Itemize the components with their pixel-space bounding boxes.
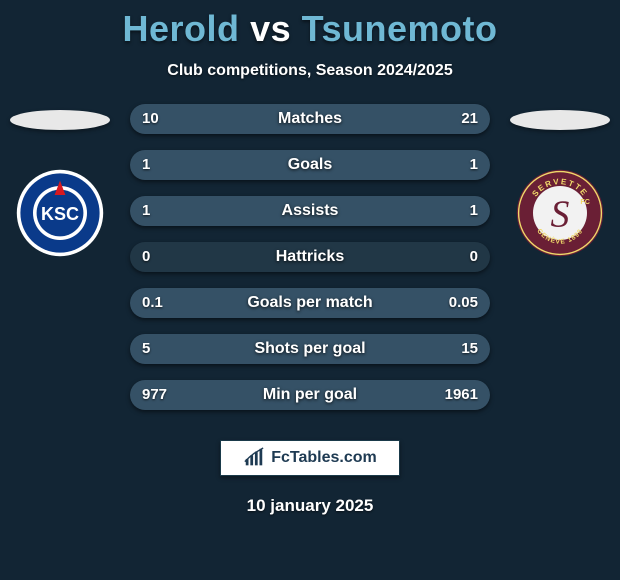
player1-name: Herold: [123, 8, 240, 49]
stat-label: Goals: [130, 150, 490, 180]
page-title: Herold vs Tsunemoto: [0, 8, 620, 50]
stat-bar: 9771961Min per goal: [130, 380, 490, 410]
stat-label: Hattricks: [130, 242, 490, 272]
stat-bar: 11Assists: [130, 196, 490, 226]
svg-text:S: S: [551, 194, 570, 236]
player2-silhouette-shadow: [510, 110, 610, 130]
stat-bar: 00Hattricks: [130, 242, 490, 272]
stat-label: Assists: [130, 196, 490, 226]
stat-label: Goals per match: [130, 288, 490, 318]
date-label: 10 january 2025: [0, 496, 620, 516]
bar-chart-icon: [243, 447, 265, 469]
header: Herold vs Tsunemoto Club competitions, S…: [0, 0, 620, 80]
main-content: KSC SERVETTE GENÈVE 1890 S FC: [0, 104, 620, 410]
servette-badge-icon: SERVETTE GENÈVE 1890 S FC: [515, 168, 605, 258]
svg-text:FC: FC: [580, 197, 590, 206]
club-logo-left: KSC: [15, 168, 105, 258]
stat-bars: 1021Matches 11Goals 11Assists 00Hattricks 0.…: [130, 104, 490, 410]
club-logo-right: SERVETTE GENÈVE 1890 S FC: [515, 168, 605, 258]
player2-name: Tsunemoto: [302, 8, 498, 49]
branding-badge: FcTables.com: [220, 440, 400, 476]
right-column: SERVETTE GENÈVE 1890 S FC: [500, 104, 620, 258]
vs-label: vs: [250, 8, 291, 49]
subtitle: Club competitions, Season 2024/2025: [0, 62, 620, 80]
stat-bar: 1021Matches: [130, 104, 490, 134]
stat-bar: 515Shots per goal: [130, 334, 490, 364]
svg-text:KSC: KSC: [41, 204, 79, 224]
player1-silhouette-shadow: [10, 110, 110, 130]
ksc-badge-icon: KSC: [15, 168, 105, 258]
left-column: KSC: [0, 104, 120, 258]
stat-label: Shots per goal: [130, 334, 490, 364]
stat-label: Min per goal: [130, 380, 490, 410]
stat-label: Matches: [130, 104, 490, 134]
branding-text: FcTables.com: [271, 449, 377, 467]
stat-bar: 0.10.05Goals per match: [130, 288, 490, 318]
stat-bar: 11Goals: [130, 150, 490, 180]
